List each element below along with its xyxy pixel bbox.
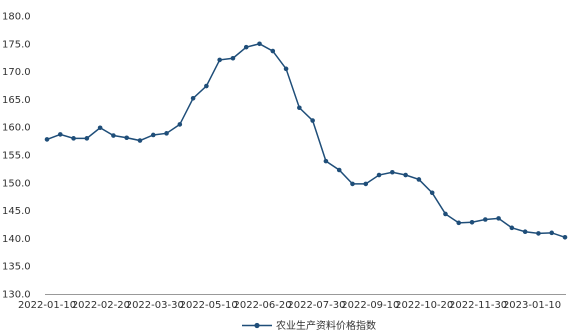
data-point (44, 137, 50, 142)
y-tick-label: 160.0 (2, 123, 31, 134)
data-point (111, 133, 116, 138)
data-point (456, 220, 462, 226)
data-point (416, 177, 422, 182)
x-tick-label: 2022-10-20 (395, 300, 453, 311)
series-line (46, 43, 566, 239)
data-point (204, 83, 209, 89)
x-tick-label: 2022-06-20 (233, 300, 291, 311)
x-tick-label: 2022-03-30 (126, 300, 184, 311)
data-point (363, 181, 369, 187)
y-tick-label: 170.0 (2, 67, 31, 78)
y-tick-label: 130.0 (2, 290, 31, 301)
data-point (509, 225, 515, 231)
data-point (71, 136, 76, 141)
x-tick-label: 2022-05-10 (180, 300, 238, 311)
data-point (496, 216, 501, 221)
data-point (562, 234, 568, 240)
data-point (549, 230, 555, 236)
data-point (443, 211, 448, 217)
y-tick-label: 155.0 (2, 151, 31, 162)
data-point (177, 122, 183, 127)
data-point (190, 95, 196, 101)
data-point (84, 136, 90, 141)
x-axis: 2022-01-102022-02-202022-03-302022-05-10… (18, 300, 561, 311)
data-point (230, 55, 236, 61)
x-tick-label: 2022-09-10 (341, 300, 399, 311)
legend-marker-icon (254, 322, 260, 329)
y-tick-label: 145.0 (2, 206, 31, 217)
data-point (323, 158, 329, 164)
y-tick-label: 175.0 (2, 39, 31, 50)
data-point (336, 167, 342, 173)
y-tick-label: 150.0 (2, 178, 31, 189)
y-tick-label: 135.0 (2, 262, 31, 273)
y-tick-label: 140.0 (2, 234, 31, 245)
x-tick-label: 2023-01-10 (503, 300, 561, 311)
legend-label: 农业生产资料价格指数 (276, 319, 376, 332)
data-point (483, 217, 488, 222)
data-point (429, 190, 435, 196)
data-point (390, 169, 395, 175)
y-tick-label: 180.0 (2, 12, 31, 23)
data-point (243, 44, 249, 50)
data-point (522, 229, 528, 235)
plot-area (44, 41, 568, 240)
data-point (350, 181, 355, 187)
data-point (164, 131, 169, 136)
data-point (257, 41, 262, 47)
data-point (376, 172, 382, 178)
data-point (283, 66, 289, 72)
x-tick-label: 2022-07-30 (287, 300, 345, 311)
data-point (217, 57, 222, 63)
x-tick-label: 2022-11-30 (449, 300, 507, 311)
data-point (310, 118, 315, 123)
data-point (403, 172, 408, 178)
data-point (469, 219, 475, 225)
data-point (297, 105, 302, 111)
y-tick-label: 165.0 (2, 95, 31, 106)
data-point (150, 132, 156, 138)
data-point (536, 231, 541, 236)
data-point (57, 132, 63, 137)
data-point (124, 135, 129, 141)
legend: 农业生产资料价格指数 (242, 319, 376, 332)
x-tick-label: 2022-02-20 (72, 300, 130, 311)
data-point (97, 125, 103, 131)
x-tick-label: 2022-01-10 (18, 300, 76, 311)
y-axis: 130.0 135.0 140.0 145.0 150.0 155.0 160.0 165.0… (2, 12, 31, 301)
data-point (137, 138, 143, 143)
data-point (270, 48, 276, 54)
